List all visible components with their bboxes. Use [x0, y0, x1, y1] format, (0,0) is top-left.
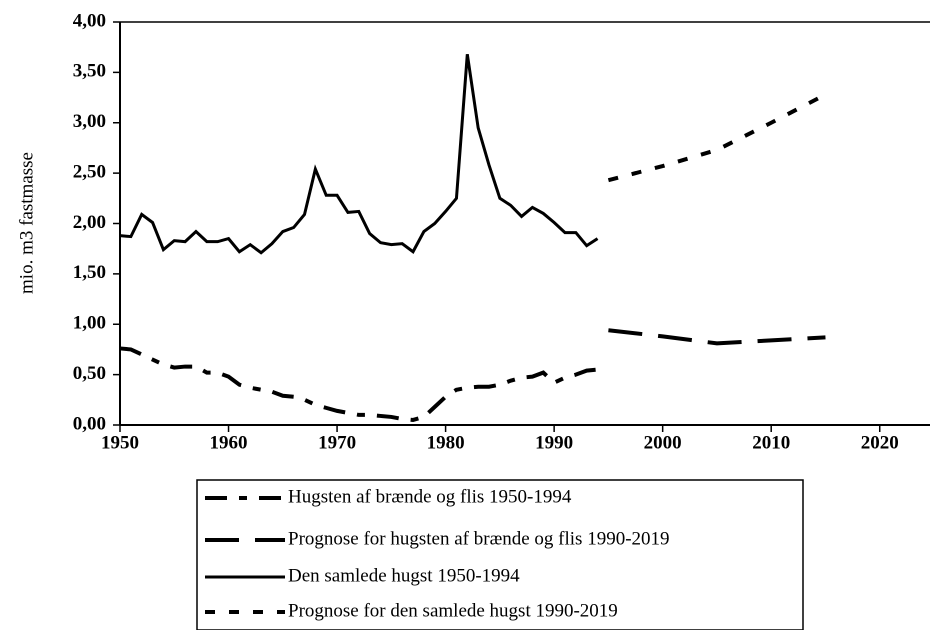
y-tick-label: 2,50 [73, 161, 106, 182]
y-tick-label: 1,50 [73, 262, 106, 283]
x-tick-label: 2000 [644, 432, 682, 453]
x-tick-label: 1970 [318, 432, 356, 453]
legend-label: Prognose for hugsten af brænde og flis 1… [288, 528, 670, 549]
series-line [607, 92, 827, 183]
x-tick-label: 1990 [535, 432, 573, 453]
y-tick-label: 4,00 [73, 10, 106, 31]
series-line [119, 54, 599, 255]
y-tick-label: 1,00 [73, 313, 106, 334]
y-tick-label: 0,00 [73, 413, 106, 434]
legend-box [196, 479, 804, 630]
y-tick-label: 2,00 [73, 212, 106, 233]
legend-label: Prognose for den samlede hugst 1990-2019 [288, 600, 618, 621]
y-tick-label: 0,50 [73, 363, 106, 384]
series-line [608, 328, 826, 346]
series-line [119, 346, 598, 422]
y-tick-label: 3,00 [73, 111, 106, 132]
x-tick-label: 2010 [752, 432, 790, 453]
y-tick-label: 3,50 [73, 61, 106, 82]
x-tick-label: 1980 [427, 432, 465, 453]
x-tick-label: 2020 [861, 432, 899, 453]
y-axis-label: mio. m3 fastmasse [16, 152, 37, 294]
x-tick-label: 1950 [101, 432, 139, 453]
legend-label: Hugsten af brænde og flis 1950-1994 [288, 486, 572, 507]
x-tick-label: 1960 [210, 432, 248, 453]
legend-label: Den samlede hugst 1950-1994 [288, 565, 520, 586]
